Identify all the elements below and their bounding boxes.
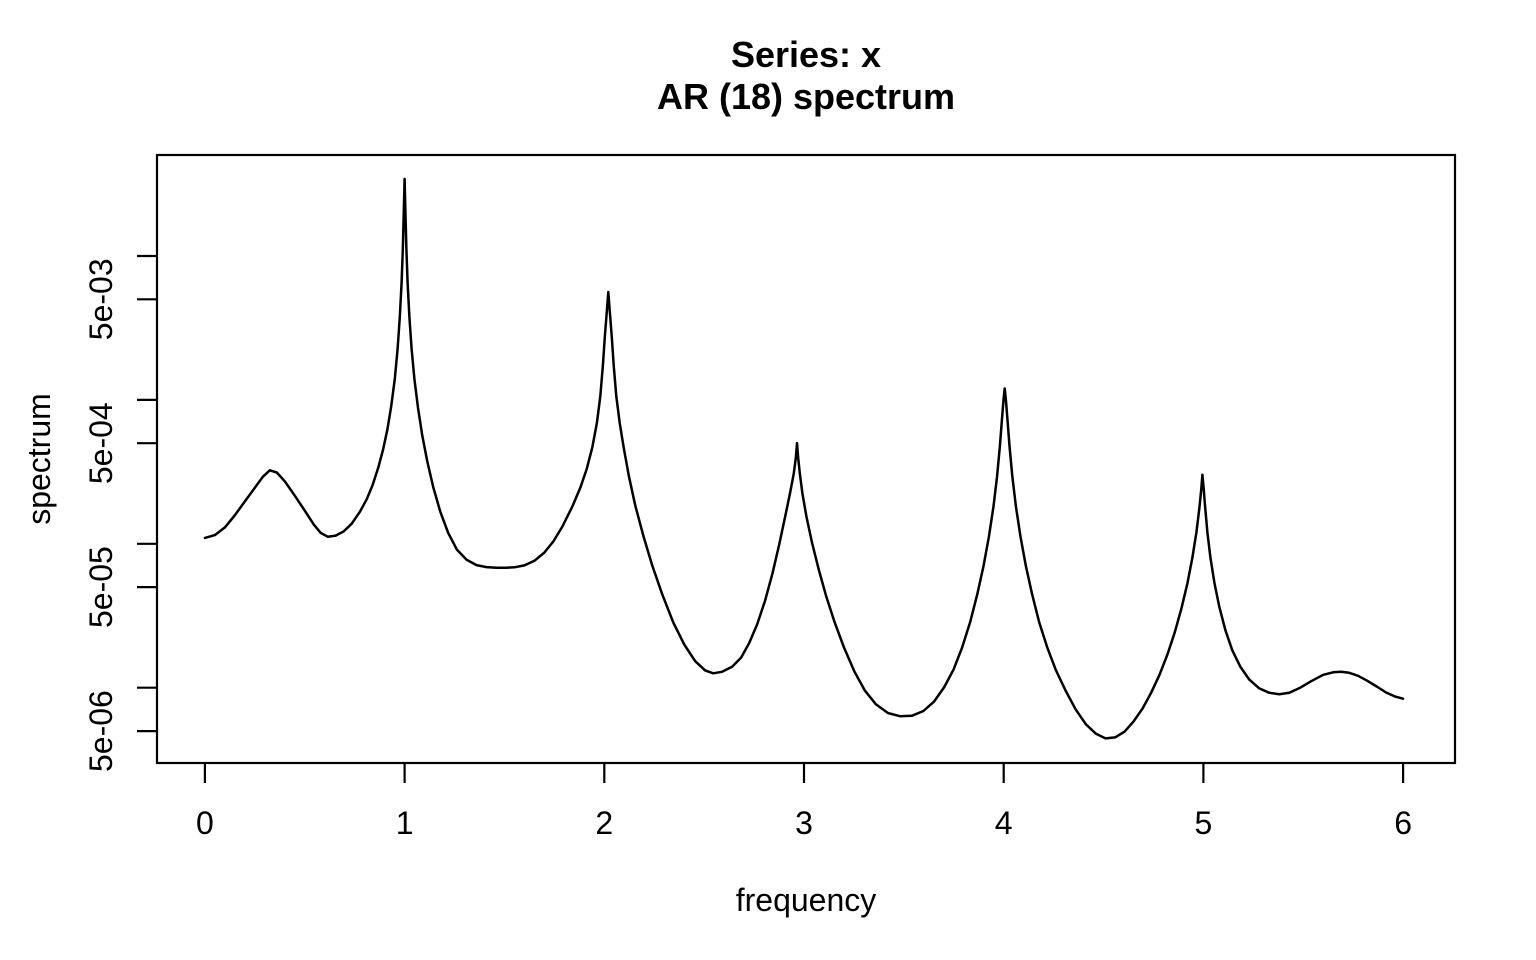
y-tick-label: 5e-05 [83, 546, 119, 628]
x-tick-label: 5 [1195, 805, 1213, 841]
spectrum-curve [203, 177, 1405, 740]
plot-border [155, 153, 1457, 765]
x-axis: 0 1 2 3 4 5 6 [196, 763, 1412, 841]
x-tick-label: 6 [1394, 805, 1412, 841]
x-tick-label: 2 [595, 805, 613, 841]
plot-title-line2: AR (18) spectrum [657, 76, 955, 117]
x-tick-label: 4 [995, 805, 1013, 841]
y-tick-label: 5e-03 [83, 258, 119, 340]
y-axis: 5e-03 5e-04 5e-05 5e-06 [83, 254, 157, 772]
x-tick-label: 0 [196, 805, 214, 841]
y-axis-title: spectrum [21, 393, 57, 525]
x-axis-title: frequency [736, 882, 877, 918]
x-tick-label: 3 [795, 805, 813, 841]
y-tick-label: 5e-04 [83, 402, 119, 484]
plot-title-line1: Series: x [731, 34, 881, 75]
y-tick-label: 5e-06 [83, 690, 119, 772]
x-tick-label: 1 [396, 805, 414, 841]
